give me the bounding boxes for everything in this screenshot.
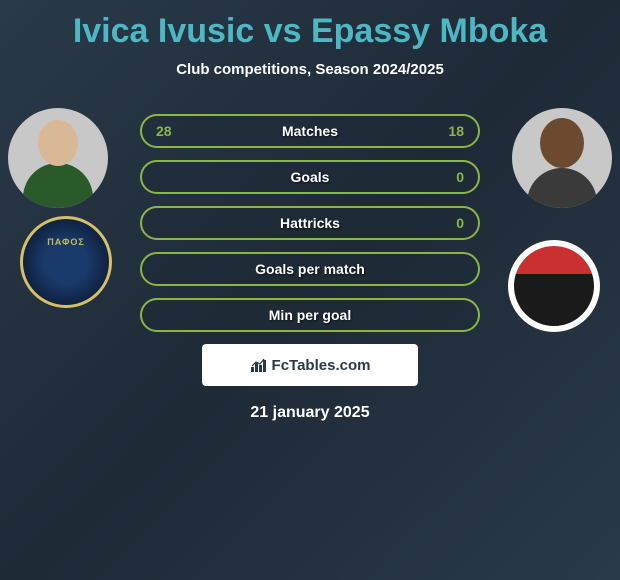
footer-brand-text: FcTables.com	[272, 357, 371, 374]
stat-right-value: 0	[456, 215, 464, 231]
stat-left-value: 28	[156, 123, 172, 139]
comparison-subtitle: Club competitions, Season 2024/2025	[0, 61, 620, 78]
avatar-head-left	[38, 120, 78, 166]
badge-left-text: ΠΑΦΟΣ	[23, 237, 109, 247]
stat-row-min-per-goal: Min per goal	[140, 298, 480, 332]
player-photo-left	[8, 108, 108, 208]
club-badge-right	[508, 240, 600, 332]
comparison-date: 21 january 2025	[0, 404, 620, 422]
chart-icon	[250, 357, 268, 373]
stat-row-goals: Goals 0	[140, 160, 480, 194]
club-badge-left: ΠΑΦΟΣ	[20, 216, 112, 308]
comparison-content: ΠΑΦΟΣ 28 Matches 18 Goals 0 Hattricks 0 …	[0, 108, 620, 422]
stat-label: Goals	[291, 169, 330, 185]
stat-row-matches: 28 Matches 18	[140, 114, 480, 148]
stats-container: 28 Matches 18 Goals 0 Hattricks 0 Goals …	[140, 108, 480, 332]
stat-row-goals-per-match: Goals per match	[140, 252, 480, 286]
stat-right-value: 18	[448, 123, 464, 139]
stat-label: Goals per match	[255, 261, 365, 277]
stat-row-hattricks: Hattricks 0	[140, 206, 480, 240]
avatar-head-right	[540, 118, 584, 168]
avatar-body-left	[23, 163, 93, 208]
footer-brand-badge: FcTables.com	[202, 344, 418, 386]
avatar-body-right	[527, 168, 597, 208]
comparison-title: Ivica Ivusic vs Epassy Mboka	[0, 0, 620, 51]
stat-label: Min per goal	[269, 307, 351, 323]
stat-label: Matches	[282, 123, 338, 139]
badge-inner-right	[514, 246, 594, 326]
player-photo-right	[512, 108, 612, 208]
stat-right-value: 0	[456, 169, 464, 185]
stat-label: Hattricks	[280, 215, 340, 231]
